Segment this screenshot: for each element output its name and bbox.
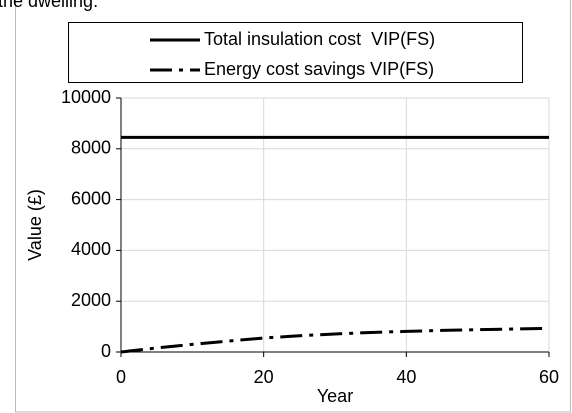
x-tick-label: 60 bbox=[539, 367, 559, 387]
y-tick-label: 10000 bbox=[61, 87, 111, 107]
y-tick-label: 8000 bbox=[71, 138, 111, 158]
figure-frame bbox=[15, 0, 571, 413]
legend-label: Total insulation cost VIP(FS) bbox=[204, 29, 435, 49]
legend-box bbox=[68, 22, 523, 83]
y-tick-label: 6000 bbox=[71, 188, 111, 208]
x-tick-label: 40 bbox=[396, 367, 416, 387]
legend-label: Energy cost savings VIP(FS) bbox=[204, 59, 434, 79]
x-tick-label: 0 bbox=[116, 367, 126, 387]
y-tick-label: 0 bbox=[101, 341, 111, 361]
header-text: the dwelling. bbox=[0, 0, 98, 11]
x-tick-label: 20 bbox=[254, 367, 274, 387]
y-axis-label: Value (£) bbox=[25, 189, 45, 261]
x-axis-label: Year bbox=[317, 386, 353, 406]
y-tick-label: 4000 bbox=[71, 239, 111, 259]
series-line bbox=[120, 326, 550, 354]
y-tick-label: 2000 bbox=[71, 290, 111, 310]
